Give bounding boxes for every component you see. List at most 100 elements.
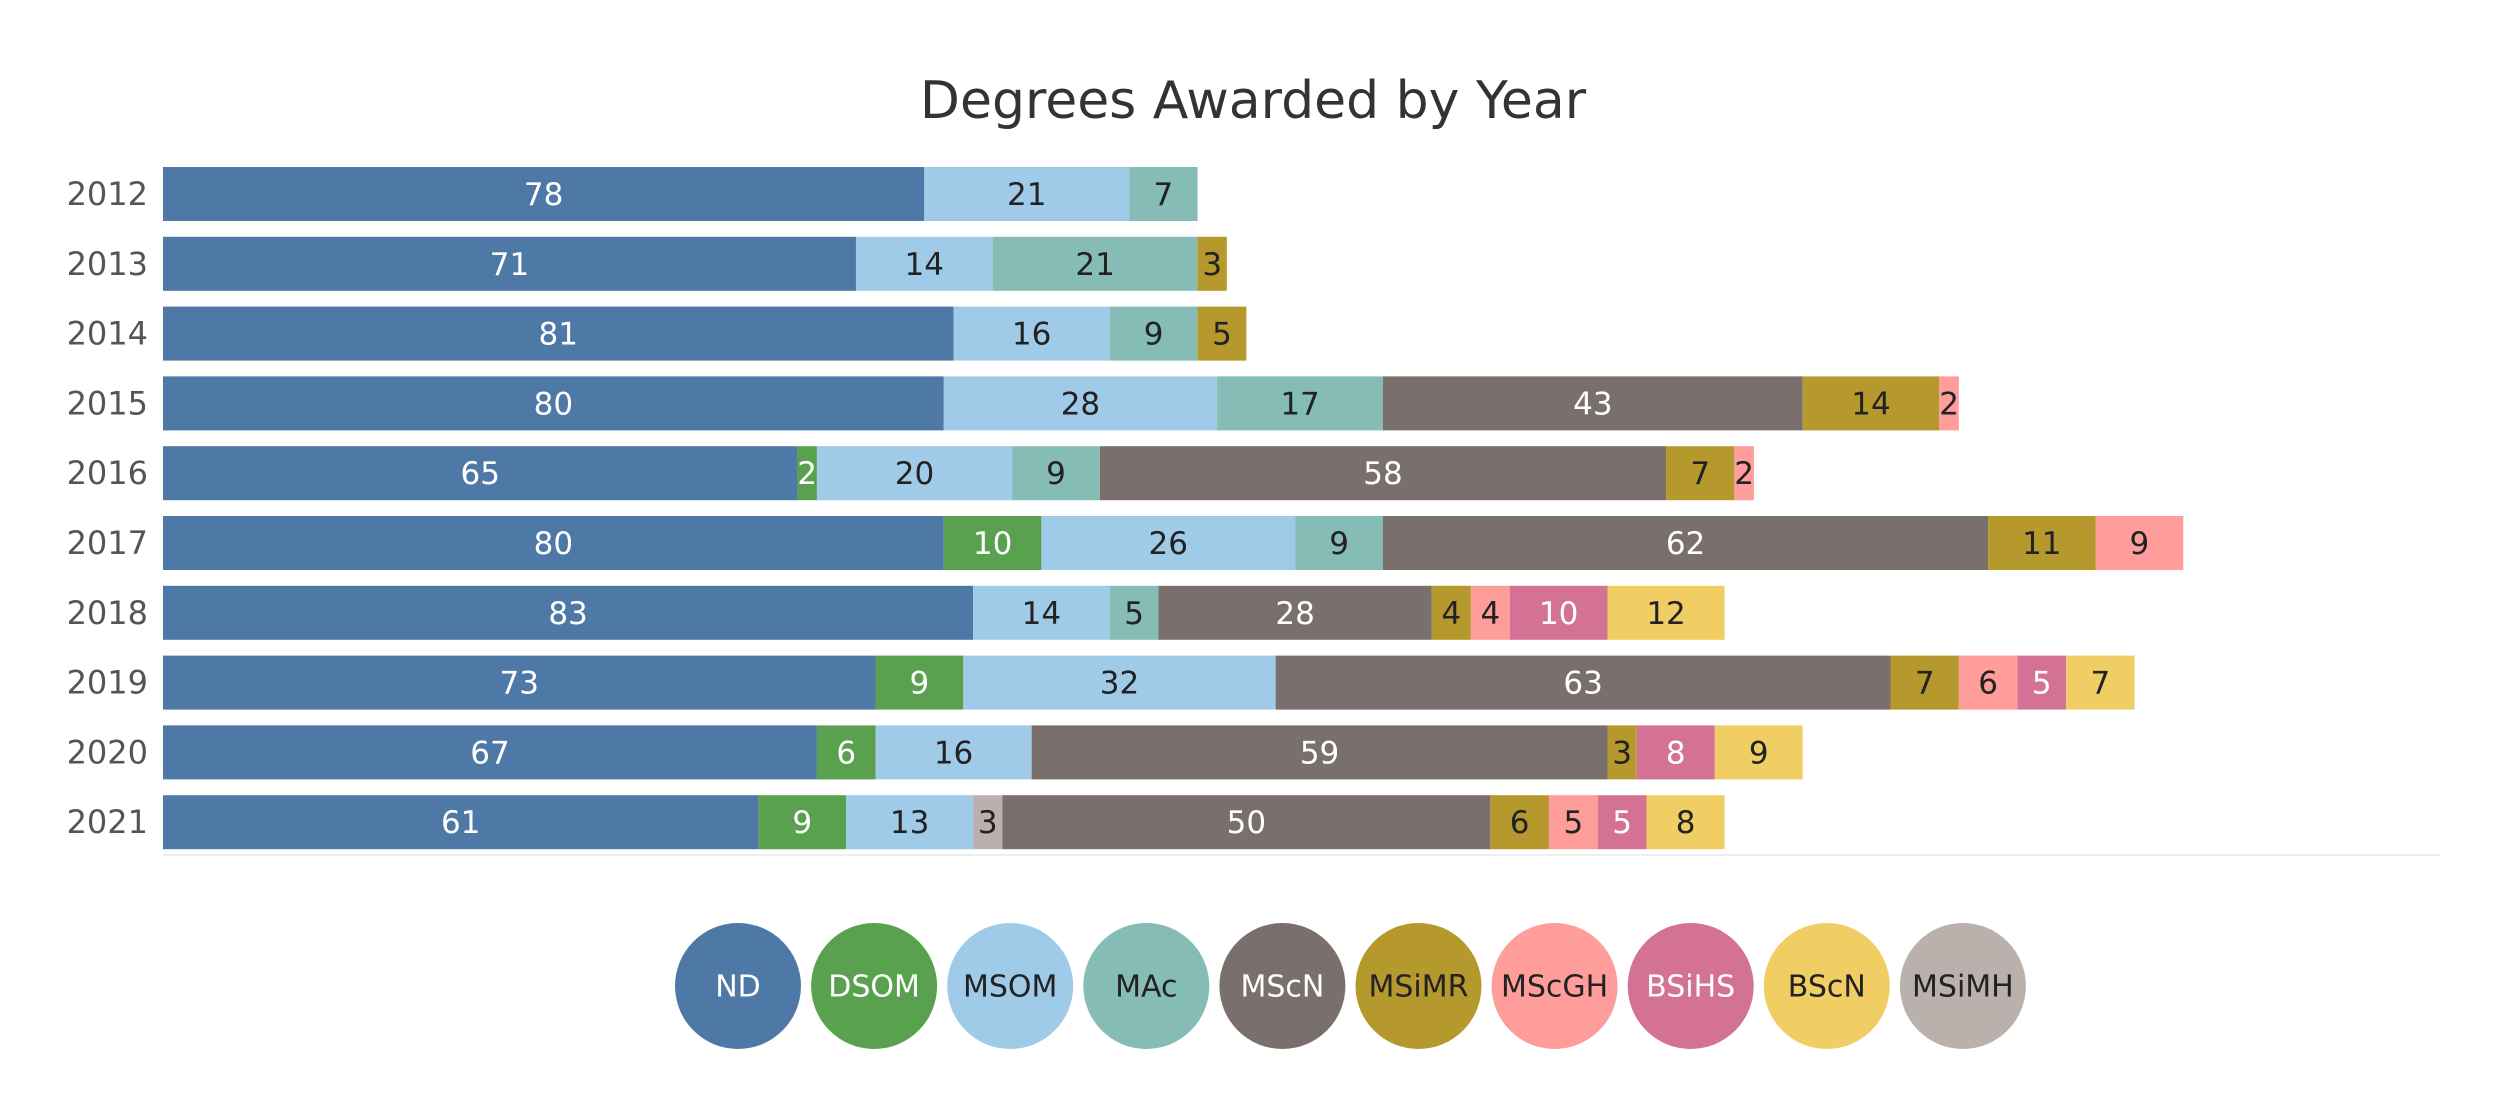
bar-label-2018-msom: 14	[1022, 596, 1061, 632]
bar-2013-mac	[992, 236, 1198, 291]
bar-label-2021-bsihs: 5	[1612, 805, 1632, 841]
bar-label-2021-msimr: 6	[1510, 805, 1530, 841]
year-label-2021: 2021	[67, 803, 148, 841]
bar-label-2014-mac: 9	[1144, 317, 1164, 353]
bar-2020-nd	[163, 725, 817, 780]
bar-label-2012-mac: 7	[1154, 177, 1174, 213]
bar-label-2019-dsom: 9	[910, 666, 930, 702]
bar-2017-dsom	[943, 516, 1042, 570]
bar-label-2016-msimr: 7	[1690, 456, 1710, 492]
bar-label-2021-msimh: 3	[978, 805, 998, 841]
bar-2015-mscgh	[1939, 376, 1959, 431]
bar-label-2019-msimr: 7	[1915, 666, 1935, 702]
bar-label-2016-dsom: 2	[797, 456, 817, 492]
bar-label-2016-mscgh: 2	[1734, 456, 1754, 492]
bar-2019-msom	[963, 655, 1276, 710]
bar-label-2014-nd: 81	[539, 317, 578, 353]
bar-label-2015-mscgh: 2	[1939, 386, 1959, 422]
legend-swatch-mac	[1083, 923, 1210, 1049]
bar-2017-mac	[1295, 516, 1383, 570]
bar-2017-nd	[163, 516, 944, 570]
legend-label-bsihs: BSiHS	[1646, 970, 1735, 1005]
bar-label-2018-bscn: 12	[1646, 596, 1685, 632]
bar-2019-bsihs	[2017, 655, 2067, 710]
bar-label-2013-msimr: 3	[1202, 247, 1222, 283]
legend-swatch-dsom	[811, 923, 938, 1049]
bar-label-2014-msom: 16	[1012, 317, 1051, 353]
bar-label-2018-msimr: 4	[1441, 596, 1461, 632]
bar-label-2012-msom: 21	[1007, 177, 1046, 213]
bar-2015-mac	[1217, 376, 1383, 431]
bar-2019-msimr	[1890, 655, 1959, 710]
bar-2018-msimr	[1431, 585, 1471, 640]
year-label-2017: 2017	[67, 524, 148, 562]
bar-2015-nd	[163, 376, 944, 431]
bar-label-2020-msimr: 3	[1612, 735, 1632, 771]
bar-2018-mscn	[1158, 585, 1432, 640]
bar-label-2013-msom: 14	[905, 247, 944, 283]
bar-2014-mac	[1109, 306, 1198, 361]
bar-label-2020-dsom: 6	[836, 735, 856, 771]
bar-2021-msom	[846, 795, 974, 850]
bar-2017-msom	[1041, 516, 1296, 570]
legend-label-mscgh: MScGH	[1501, 970, 1608, 1005]
bar-2016-mscn	[1099, 446, 1667, 501]
year-label-2013: 2013	[67, 245, 148, 283]
bar-2021-bscn	[1646, 795, 1725, 850]
bar-2021-mscgh	[1548, 795, 1598, 850]
legend-label-msom: MSOM	[963, 970, 1057, 1005]
bar-2016-msom	[816, 446, 1013, 501]
bar-label-2020-mscn: 59	[1300, 735, 1339, 771]
bar-label-2018-mscn: 28	[1275, 596, 1314, 632]
bar-label-2020-bsihs: 8	[1666, 735, 1686, 771]
bar-label-2018-nd: 83	[548, 596, 587, 632]
bar-2019-bscn	[2066, 655, 2135, 710]
bar-2018-mscgh	[1470, 585, 1510, 640]
bar-label-2015-nd: 80	[534, 386, 573, 422]
bar-2018-bscn	[1607, 585, 1725, 640]
bar-label-2019-bscn: 7	[2090, 666, 2110, 702]
bar-label-2019-msom: 32	[1100, 666, 1139, 702]
bar-2015-msimr	[1802, 376, 1940, 431]
legend-label-msimh: MSiMH	[1912, 970, 2014, 1005]
bar-label-2021-mscgh: 5	[1563, 805, 1583, 841]
year-label-2016: 2016	[67, 454, 148, 492]
bar-label-2012-nd: 78	[524, 177, 563, 213]
bar-2020-msimr	[1607, 725, 1637, 780]
bar-label-2013-nd: 71	[490, 247, 529, 283]
bar-2020-dsom	[816, 725, 876, 780]
year-label-2014: 2014	[67, 315, 148, 353]
legend-swatch-msimh	[1899, 923, 2026, 1049]
bar-label-2019-mscgh: 6	[1978, 666, 1998, 702]
bar-label-2017-mscn: 62	[1666, 526, 1705, 562]
bar-2017-mscgh	[2095, 516, 2184, 570]
bar-2018-mac	[1109, 585, 1159, 640]
bar-label-2016-msom: 20	[895, 456, 934, 492]
bar-2012-mac	[1129, 167, 1198, 221]
bar-2014-msom	[953, 306, 1110, 361]
bar-2016-nd	[163, 446, 798, 501]
bar-2018-msom	[973, 585, 1110, 640]
bar-label-2014-msimr: 5	[1212, 317, 1232, 353]
bar-2015-msom	[943, 376, 1218, 431]
year-labels: 2012 2013 2014 2015 2016 2017 2018 2019 2020 2021	[67, 175, 148, 841]
bar-label-2017-mac: 9	[1329, 526, 1349, 562]
chart-title: Degrees Awarded by Year	[920, 71, 1587, 131]
legend-label-nd: ND	[715, 970, 761, 1005]
bar-label-2018-bsihs: 10	[1539, 596, 1578, 632]
legend-label-msimr: MSiMR	[1369, 970, 1469, 1005]
bar-label-2019-mscn: 63	[1563, 666, 1602, 702]
legend-swatch-msimr	[1355, 923, 1482, 1049]
bar-2015-mscn	[1383, 376, 1803, 431]
legend-label-bscn: BScN	[1788, 970, 1866, 1005]
legend-swatch-msom	[947, 923, 1074, 1049]
bar-value-labels: 78 21 771 14 21 381 16 9 580 28 17 43 14 265 2 20 9 58 7 28…	[441, 177, 2149, 841]
bar-label-2013-mac: 21	[1075, 247, 1114, 283]
year-label-2020: 2020	[67, 733, 148, 771]
bar-2021-mscn	[1002, 795, 1491, 850]
bar-2016-dsom	[797, 446, 817, 501]
bar-2013-nd	[163, 236, 856, 291]
bar-2012-msom	[924, 167, 1130, 221]
bar-2021-nd	[163, 795, 759, 850]
bar-2012-nd	[163, 167, 925, 221]
